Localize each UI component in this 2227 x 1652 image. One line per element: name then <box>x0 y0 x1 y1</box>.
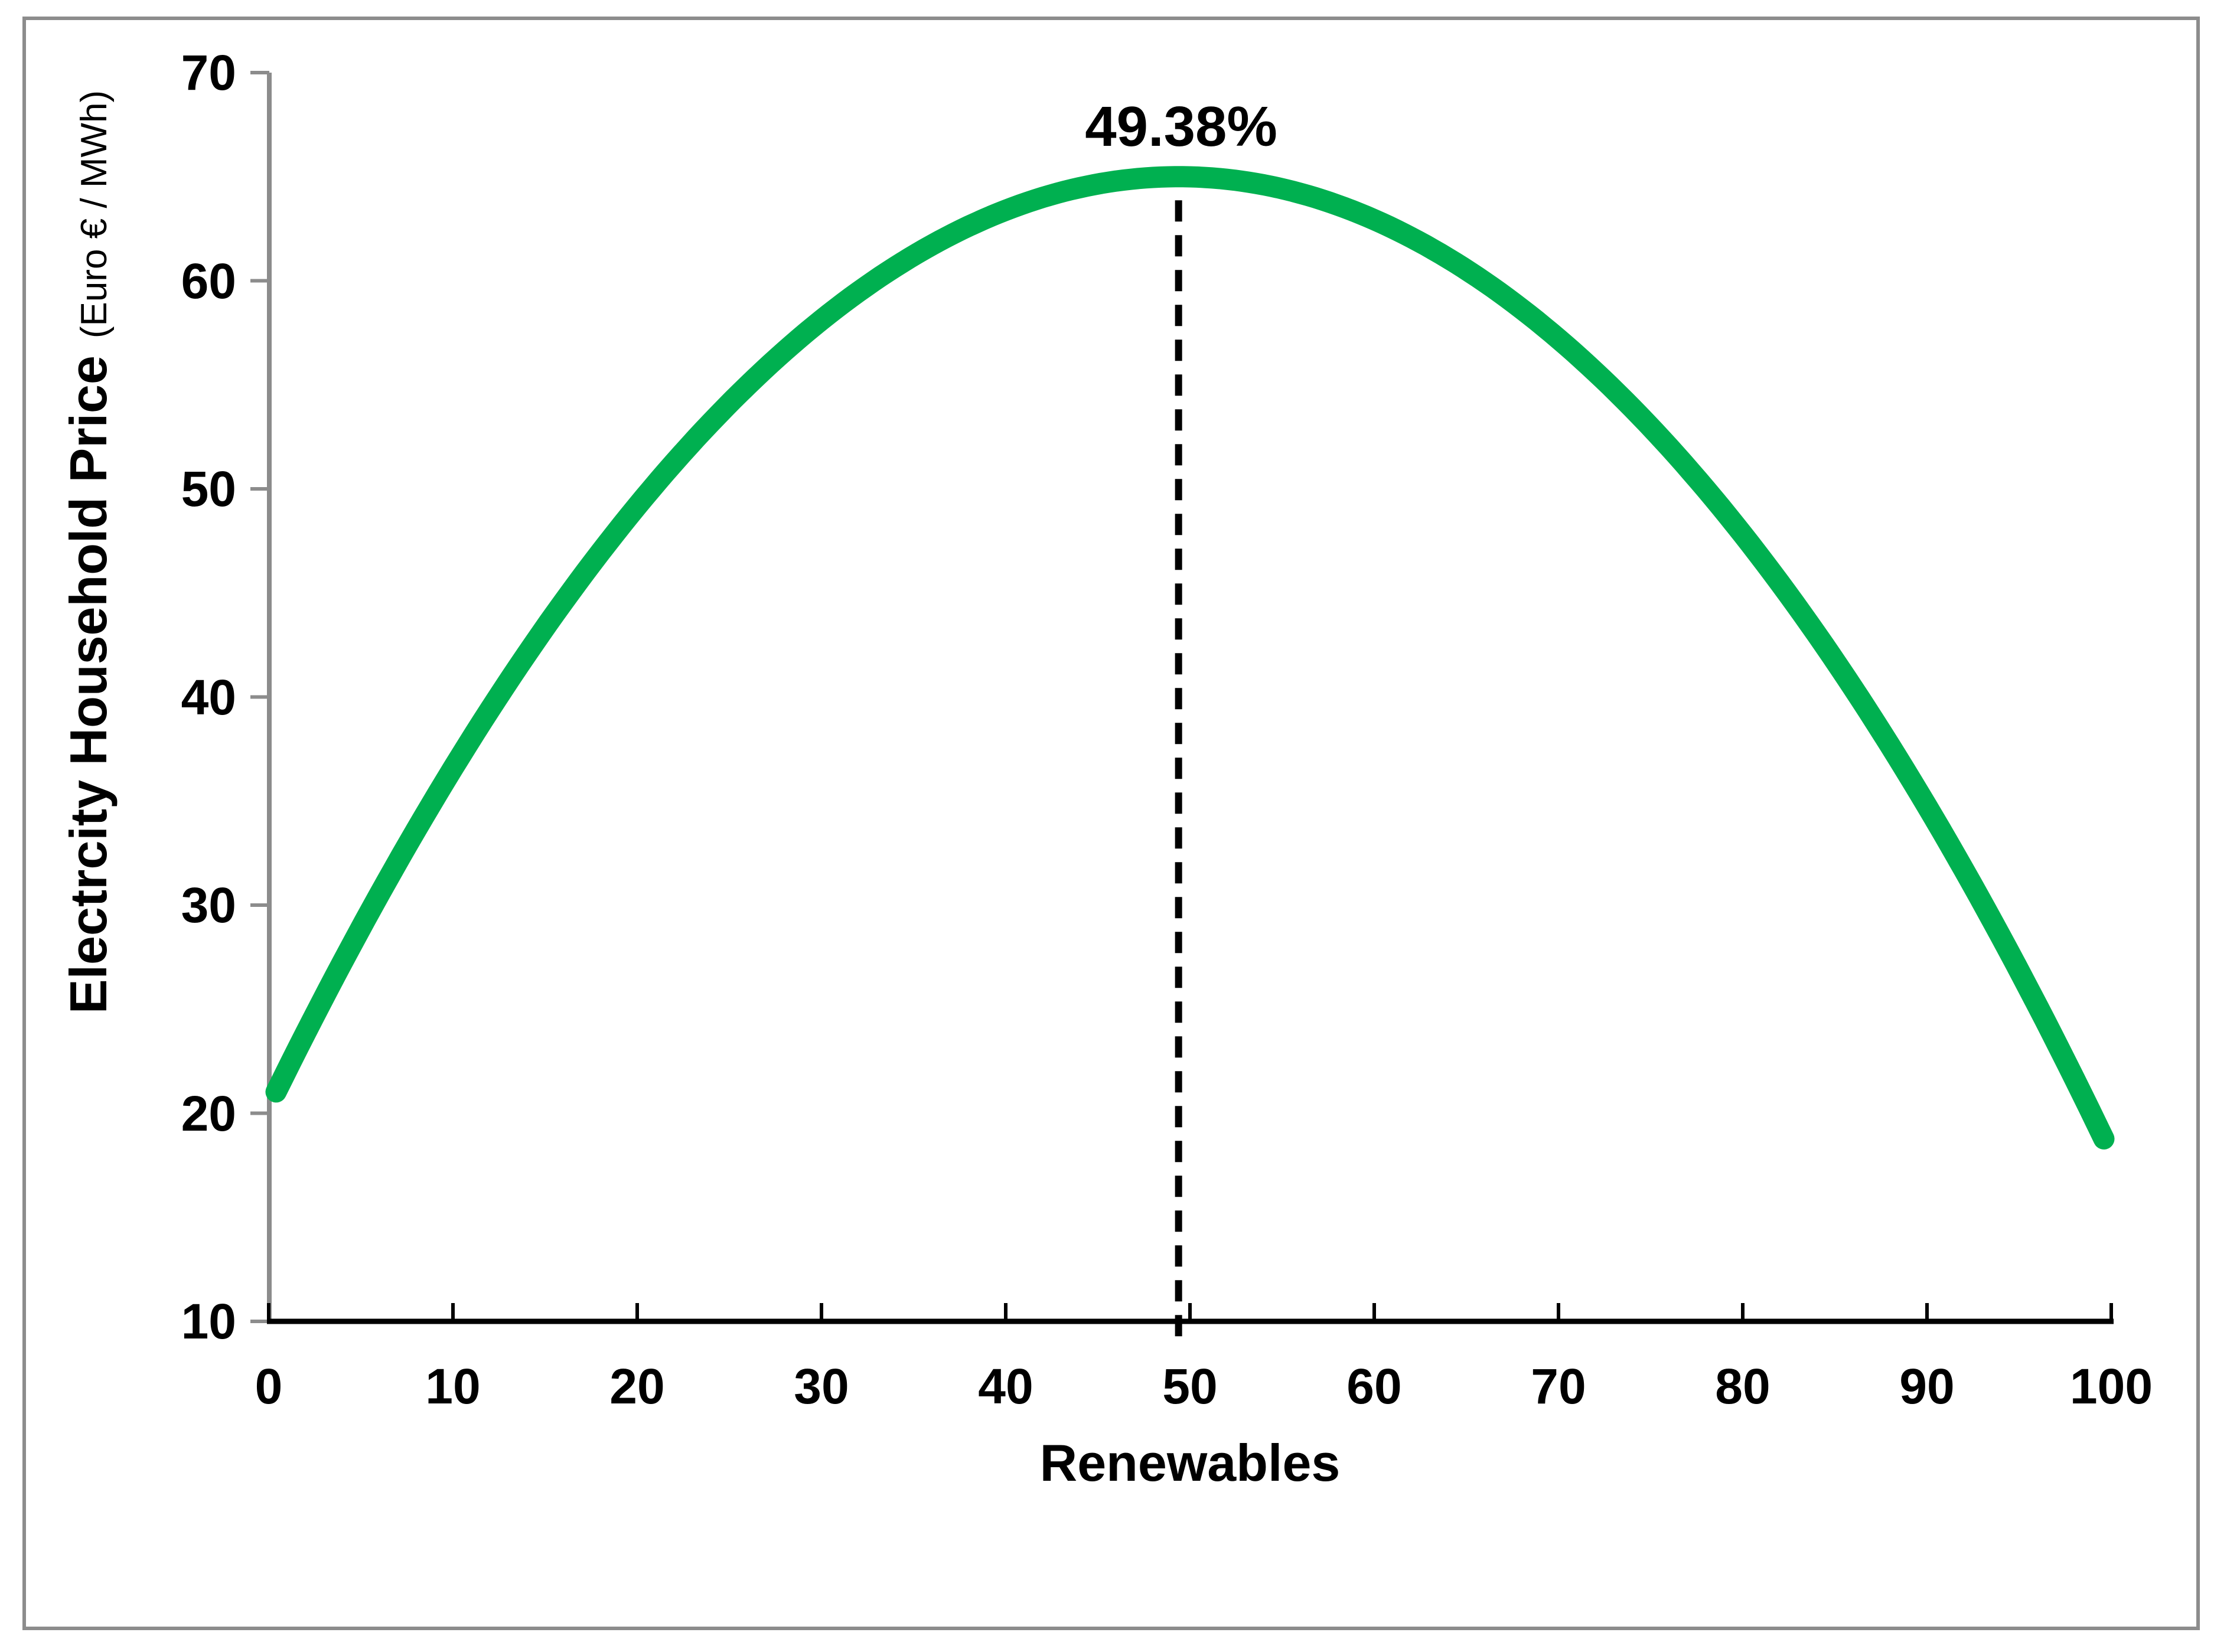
y-tick-label: 70 <box>181 45 236 100</box>
y-axis-title: Electrcity Household Price (Euro € / MWh… <box>56 80 121 1024</box>
x-tick-label: 60 <box>1346 1359 1402 1414</box>
x-tick-label: 40 <box>978 1359 1033 1414</box>
x-tick-label: 90 <box>1899 1359 1955 1414</box>
x-tick-label: 70 <box>1531 1359 1586 1414</box>
y-tick-label: 20 <box>181 1085 236 1141</box>
y-tick-label: 30 <box>181 877 236 933</box>
y-tick-label: 50 <box>181 461 236 517</box>
x-axis-title: Renewables <box>1039 1434 1341 1492</box>
chart-outer-border <box>22 17 2200 1630</box>
x-tick-label: 10 <box>425 1359 481 1414</box>
peak-annotation-label: 49.38% <box>1085 95 1277 158</box>
x-tick-label: 50 <box>1162 1359 1218 1414</box>
y-tick-label: 40 <box>181 669 236 725</box>
x-tick-label: 80 <box>1715 1359 1770 1414</box>
x-tick-label: 0 <box>255 1359 283 1414</box>
x-tick-label: 30 <box>794 1359 849 1414</box>
y-tick-label: 60 <box>181 253 236 309</box>
x-tick-label: 20 <box>609 1359 665 1414</box>
x-tick-label: 100 <box>2069 1359 2153 1414</box>
y-axis-title-units: (Euro € / MWh) <box>74 90 115 339</box>
y-axis-title-space <box>59 338 118 352</box>
price-curve <box>265 166 2115 1150</box>
y-tick-label: 10 <box>181 1294 236 1349</box>
y-axis-title-main: Electrcity Household Price <box>59 355 118 1014</box>
